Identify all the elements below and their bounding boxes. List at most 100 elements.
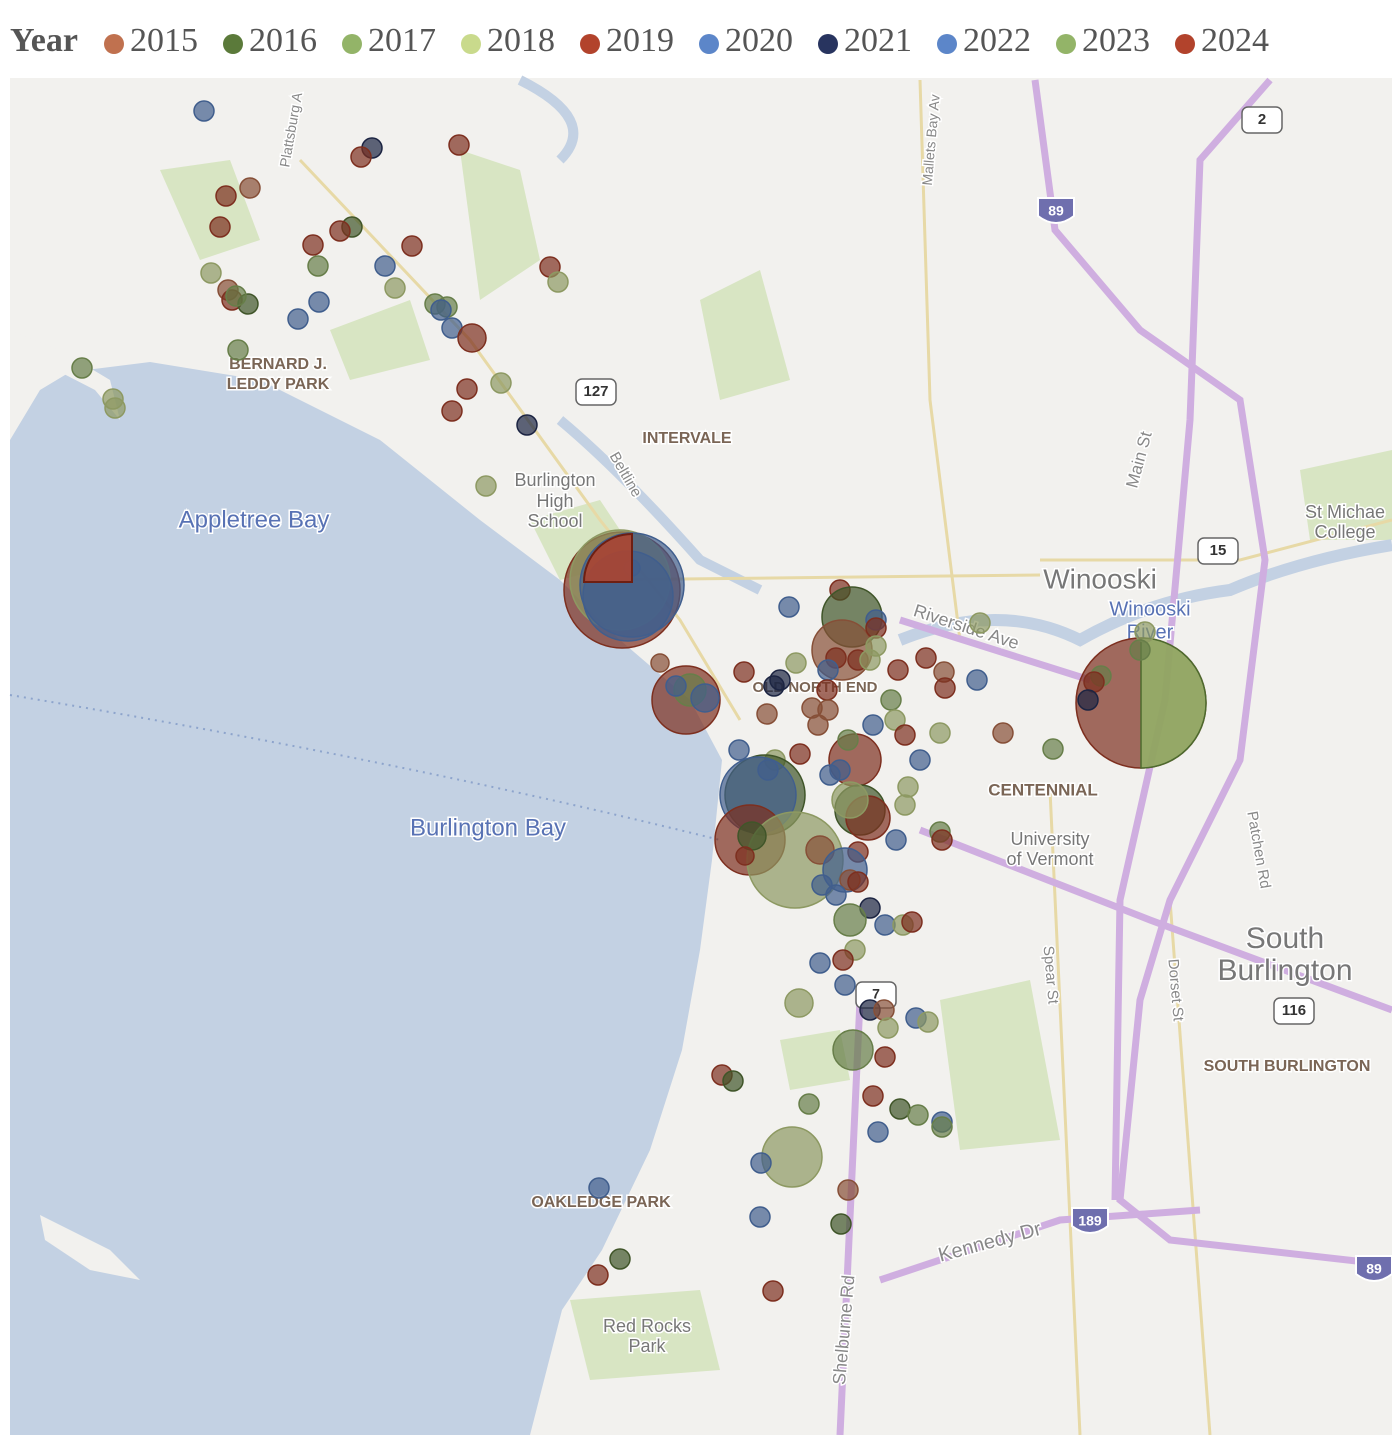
bubble	[874, 914, 896, 936]
bubble	[833, 903, 867, 937]
map-label: School	[527, 511, 582, 531]
bubble	[587, 1264, 609, 1286]
legend-label: 2021	[844, 22, 912, 59]
bubble	[737, 821, 767, 851]
map-label: Appletree Bay	[179, 506, 330, 533]
bubbles	[71, 100, 1207, 1302]
bubble	[209, 216, 231, 238]
bubble	[490, 372, 512, 394]
bubble	[931, 829, 953, 851]
bubble	[867, 1121, 889, 1143]
map-label: Burlington	[1217, 954, 1352, 987]
river	[897, 539, 1392, 647]
legend-swatch	[461, 34, 481, 54]
bubble	[778, 596, 800, 618]
bubble	[308, 291, 330, 313]
legend-swatch	[223, 34, 243, 54]
legend-swatch	[580, 34, 600, 54]
bubble	[817, 659, 839, 681]
map-label: 116	[1282, 1002, 1306, 1019]
legend-swatch	[1056, 34, 1076, 54]
bubble	[441, 400, 463, 422]
map-label: High	[536, 491, 573, 511]
map-label: Dorset St	[1164, 958, 1186, 1023]
bubble	[862, 714, 884, 736]
map-label: LEDDY PARK	[227, 376, 330, 393]
bubble	[877, 1017, 899, 1039]
bubble	[917, 1011, 939, 1033]
bubble	[728, 739, 750, 761]
parks	[160, 150, 1392, 1380]
bubble	[830, 1213, 852, 1235]
bubble	[897, 776, 919, 798]
legend-label: 2020	[725, 22, 793, 59]
legend-swatch	[937, 34, 957, 54]
river	[556, 416, 763, 595]
route-shield	[1273, 997, 1315, 1025]
bubble	[889, 1098, 911, 1120]
bubble	[225, 285, 247, 307]
map-label: University	[1010, 829, 1089, 849]
legend-label: 2019	[606, 22, 674, 59]
bubble	[873, 999, 895, 1021]
bubble	[1042, 738, 1064, 760]
map-label: St Michae	[1305, 502, 1385, 522]
bubble	[761, 1126, 823, 1188]
bubble	[834, 974, 856, 996]
bubble	[547, 271, 569, 293]
bubble	[757, 759, 779, 781]
bubble	[1134, 621, 1156, 643]
bubble	[384, 277, 406, 299]
legend-label: 2017	[368, 22, 436, 59]
bubble	[722, 1070, 744, 1092]
legend-swatch	[342, 34, 362, 54]
bubble	[915, 647, 937, 669]
bubble	[457, 323, 487, 353]
ferry-route	[9, 694, 721, 841]
map-label: BERNARD J.	[229, 356, 327, 373]
legend-label: 2018	[487, 22, 555, 59]
map-label: CENTENNIAL	[988, 780, 1098, 799]
bubble	[966, 669, 988, 691]
bubble	[816, 679, 838, 701]
bubble	[762, 1280, 784, 1302]
map-label: South	[1246, 922, 1324, 955]
bubble	[200, 262, 222, 284]
map-label: 2	[1258, 111, 1266, 128]
bubble	[104, 397, 126, 419]
map-label: Winooski	[1109, 598, 1190, 620]
pie-slice	[1140, 637, 1207, 769]
bubble	[969, 612, 991, 634]
map-label: 89	[1048, 203, 1064, 219]
highways	[836, 77, 1392, 1435]
bubble	[825, 884, 847, 906]
bubble	[287, 308, 309, 330]
bubble	[665, 675, 687, 697]
bubble	[239, 177, 261, 199]
map-label: OAKLEDGE PARK	[531, 1194, 671, 1211]
bubble	[227, 339, 249, 361]
legend-title: Year	[10, 22, 78, 59]
bubble	[475, 475, 497, 497]
legend-label: 2016	[249, 22, 317, 59]
legend-swatch	[699, 34, 719, 54]
bubble	[448, 134, 470, 156]
bubble	[756, 703, 778, 725]
bubble	[193, 100, 215, 122]
map-label: Red Rocks	[603, 1316, 691, 1336]
map-label: 15	[1210, 542, 1227, 559]
legend-label: 2023	[1082, 22, 1150, 59]
map-label: Park	[628, 1336, 666, 1356]
bubble	[609, 1248, 631, 1270]
map-label: 189	[1078, 1213, 1102, 1229]
bubble	[735, 846, 755, 866]
bubble	[874, 1046, 896, 1068]
legend-swatch	[104, 34, 124, 54]
bubble	[832, 949, 854, 971]
bubble	[749, 1206, 771, 1228]
lake	[10, 362, 722, 1435]
bubble	[785, 652, 807, 674]
bubble	[909, 749, 931, 771]
bubble	[831, 781, 869, 819]
bubble	[865, 617, 887, 639]
